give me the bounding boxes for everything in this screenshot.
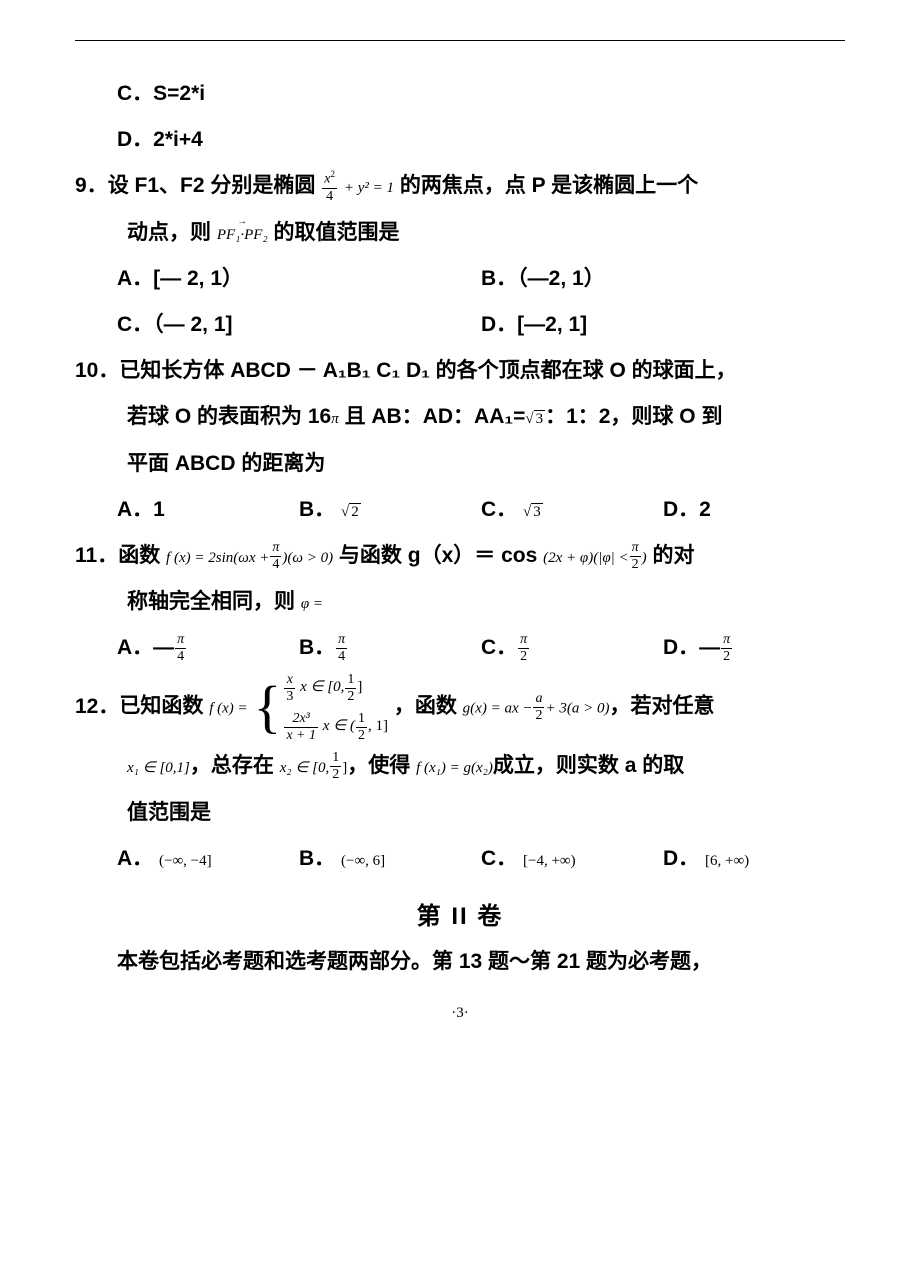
q10-num: 10． xyxy=(75,348,119,394)
q12-piecewise: { x3 x ∈ [0,12] 2x³x + 1 x ∈ (12, 1] xyxy=(253,671,388,743)
q11-tail: 的对 xyxy=(652,544,694,567)
q12-opt-a: A． (−∞, −4] xyxy=(117,836,299,882)
q11-num: 11． xyxy=(75,533,118,579)
q11-f: f (x) = 2sin(ωx + xyxy=(166,550,269,566)
q11-opt-c: C．π2 xyxy=(481,625,663,671)
q12-line3: 值范围是 xyxy=(75,790,845,836)
exam-page: C．S=2*i D．2*i+4 9．设 F1、F2 分别是椭圆 x24 + y²… xyxy=(75,0,845,1052)
q12-l2a: ，总存在 xyxy=(190,754,274,777)
q12-gpost: + 3(a > 0) xyxy=(545,701,609,717)
q10-l2a: 若球 O 的表面积为 16 xyxy=(127,405,331,428)
q12-line2: x₁ ∈ [0,1]，总存在 x₂ ∈ [0,12]，使得 f (x₁) = g… xyxy=(75,743,845,789)
q9-opt-c: C．（— 2, 1] xyxy=(117,302,481,348)
q12-case2: 2x³x + 1 x ∈ (12, 1] xyxy=(283,710,388,743)
q8-opt-c: C．S=2*i xyxy=(75,71,845,117)
q8-opt-d: D．2*i+4 xyxy=(75,117,845,163)
sqrt-icon: 3 xyxy=(523,496,543,529)
q12-flabel: f (x) = xyxy=(209,701,247,717)
q9-ellipse-tail: + y² = 1 xyxy=(344,180,394,196)
q10-opt-b: B． 2 xyxy=(299,487,481,533)
brace-icon: { xyxy=(253,678,281,736)
q12-x2: x₂ ∈ [0, xyxy=(280,760,330,776)
q11-phi: φ = xyxy=(301,596,323,612)
q9-opt-d: D．[—2, 1] xyxy=(481,302,845,348)
page-number: ·3· xyxy=(75,1005,845,1022)
q11-fpost: )(ω > 0) xyxy=(282,550,333,566)
q11-g: (2x + φ)(|φ| < xyxy=(543,550,628,566)
q9-opts-ab: A．[— 2, 1） B．（—2, 1） xyxy=(75,256,845,302)
q9-vec: PF₁·PF₂ xyxy=(217,227,268,243)
q11-pre: 函数 xyxy=(118,544,160,567)
q11-line2: 称轴完全相同，则 φ = xyxy=(75,579,845,625)
q12-l2c: 成立，则实数 a 的取 xyxy=(493,754,684,777)
q10-opt-c: C． 3 xyxy=(481,487,663,533)
q9-line2: 动点，则 PF₁·PF₂ 的取值范围是 xyxy=(75,210,845,256)
q9-l2b: 的取值范围是 xyxy=(274,221,400,244)
q11-pi4: π4 xyxy=(270,541,281,572)
q10-opt-a: A．1 xyxy=(117,487,299,533)
header-rule xyxy=(75,40,845,41)
sqrt-icon: 2 xyxy=(341,496,361,529)
q11-opts: A．—π4 B．π4 C．π2 D．—π2 xyxy=(75,625,845,671)
q11-l2: 称轴完全相同，则 xyxy=(127,590,295,613)
q11-gpost: ) xyxy=(642,550,647,566)
q9-num: 9． xyxy=(75,163,108,209)
q11-line1: 11．函数 f (x) = 2sin(ωx +π4)(ω > 0) 与函数 g（… xyxy=(75,533,845,579)
q10-line1: 10．已知长方体 ABCD － A₁B₁ C₁ D₁ 的各个顶点都在球 O 的球… xyxy=(75,348,845,394)
q12-g: g(x) = ax − xyxy=(463,701,533,717)
q12-case1: x3 x ∈ [0,12] xyxy=(283,671,388,704)
q10-opts: A．1 B． 2 C． 3 D．2 xyxy=(75,487,845,533)
q9-ellipse-frac: x24 xyxy=(322,170,337,204)
q9-line1: 9．设 F1、F2 分别是椭圆 x24 + y² = 1 的两焦点，点 P 是该… xyxy=(75,163,845,209)
q9-l2a: 动点，则 xyxy=(127,221,211,244)
q9-opt-b: B．（—2, 1） xyxy=(481,256,845,302)
q12-x1: x₁ ∈ [0,1] xyxy=(127,760,190,776)
q10-line3: 平面 ABCD 的距离为 xyxy=(75,441,845,487)
q11-opt-d: D．—π2 xyxy=(663,625,845,671)
q10-l2b: 且 AB：AD：AA₁= xyxy=(345,405,526,428)
q11-pi2: π2 xyxy=(630,541,641,572)
q10-l2c: ：1：2，则球 O 到 xyxy=(545,405,722,428)
q12-opts: A． (−∞, −4] B． (−∞, 6] C． [−4, +∞) D． [6… xyxy=(75,836,845,882)
q9-opt-a: A．[— 2, 1） xyxy=(117,256,481,302)
q10-sqrt3: 3 xyxy=(525,403,545,436)
q11-opt-a: A．—π4 xyxy=(117,625,299,671)
q12-pre: 已知函数 xyxy=(119,695,203,718)
q10-line2: 若球 O 的表面积为 16π 且 AB：AD：AA₁=3：1：2，则球 O 到 xyxy=(75,394,845,440)
q9-opts-cd: C．（— 2, 1] D．[—2, 1] xyxy=(75,302,845,348)
q12-mid: ，函数 xyxy=(394,695,457,718)
q10-l1: 已知长方体 ABCD － A₁B₁ C₁ D₁ 的各个顶点都在球 O 的球面上， xyxy=(119,359,736,382)
q12-tail: ，若对任意 xyxy=(609,695,714,718)
q9-pre: 设 F1、F2 分别是椭圆 xyxy=(108,174,316,197)
footer-paragraph: 本卷包括必考题和选考题两部分。第 13 题～第 21 题为必考题， xyxy=(75,939,845,985)
q11-mid: 与函数 g（x）＝ cos xyxy=(339,544,537,567)
q11-opt-b: B．π4 xyxy=(299,625,481,671)
q12-opt-b: B． (−∞, 6] xyxy=(299,836,481,882)
q12-num: 12． xyxy=(75,684,119,730)
q12-eq: f (x₁) = g(x₂) xyxy=(416,760,493,776)
q12-opt-d: D． [6, +∞) xyxy=(663,836,845,882)
q10-opt-d: D．2 xyxy=(663,487,845,533)
q12-l2b: ，使得 xyxy=(347,754,410,777)
q12-opt-c: C． [−4, +∞) xyxy=(481,836,663,882)
q9-post: 的两焦点，点 P 是该椭圆上一个 xyxy=(400,174,698,197)
section-2-title: 第 II 卷 xyxy=(75,896,845,931)
q10-pi: π xyxy=(331,411,339,427)
q12-line1: 12．已知函数 f (x) = { x3 x ∈ [0,12] 2x³x + 1… xyxy=(75,671,845,743)
